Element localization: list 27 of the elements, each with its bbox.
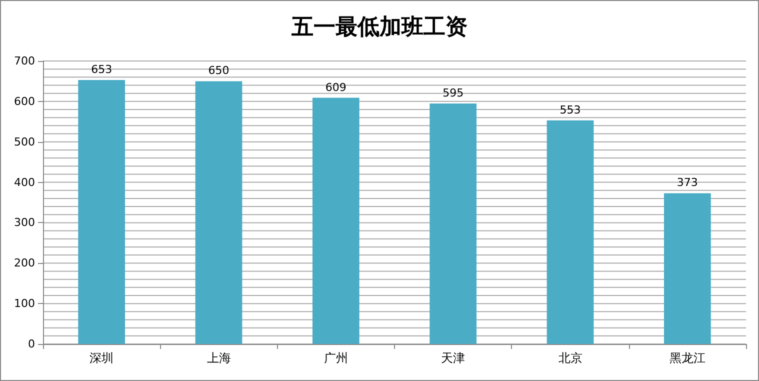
y-tick-label: 500 xyxy=(14,135,35,148)
y-tick-label: 200 xyxy=(14,256,35,270)
x-tick-label: 黑龙江 xyxy=(669,351,706,365)
y-tick-label: 600 xyxy=(14,94,35,108)
data-label: 553 xyxy=(560,103,581,116)
x-tick-label: 天津 xyxy=(441,351,466,365)
data-label: 653 xyxy=(91,63,112,76)
bar xyxy=(664,193,711,344)
y-tick-label: 0 xyxy=(28,338,35,350)
data-label: 609 xyxy=(325,80,346,94)
data-label: 650 xyxy=(208,64,230,78)
bar xyxy=(546,120,594,344)
y-tick-label: 400 xyxy=(14,176,35,189)
bar xyxy=(78,80,126,344)
x-tick-label: 上海 xyxy=(206,351,231,365)
data-label: 373 xyxy=(676,176,698,190)
x-tick-label: 广州 xyxy=(324,351,348,365)
x-tick-label: 北京 xyxy=(558,351,582,365)
bar xyxy=(312,98,360,344)
chart-title: 五一最低加班工资 xyxy=(290,14,468,40)
bar xyxy=(195,81,242,344)
data-label: 595 xyxy=(442,86,464,100)
bar xyxy=(430,103,477,344)
y-tick-label: 700 xyxy=(14,54,35,68)
y-tick-label: 100 xyxy=(14,297,35,310)
x-tick-label: 深圳 xyxy=(90,351,114,365)
y-tick-label: 300 xyxy=(14,216,35,230)
